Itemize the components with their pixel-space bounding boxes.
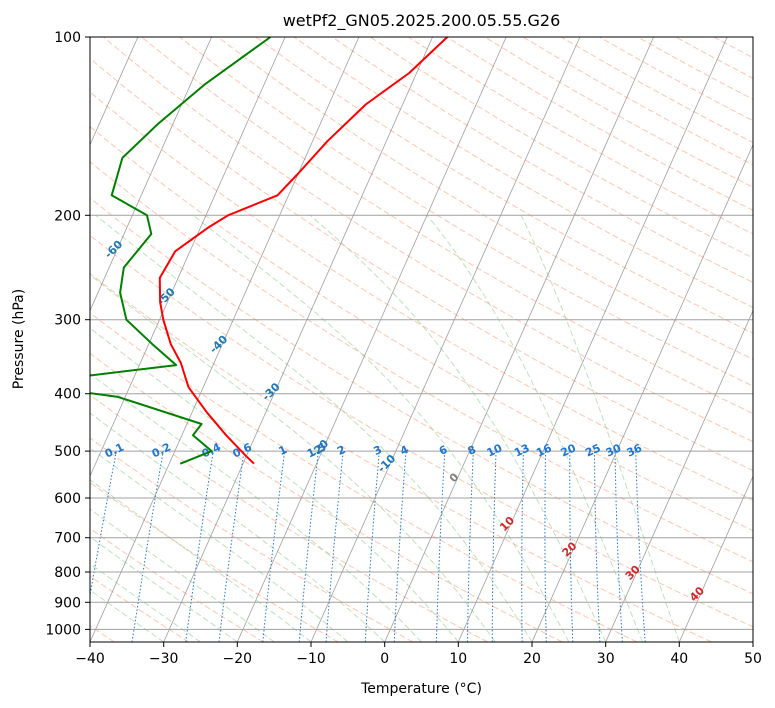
isotherm — [310, 37, 581, 642]
isotherm — [90, 37, 139, 146]
y-tick-label: 400 — [54, 387, 81, 403]
y-tick-label: 700 — [54, 531, 81, 547]
mixing-ratio-line — [521, 451, 524, 642]
y-tick-label: 900 — [54, 595, 81, 611]
x-tick-label: −40 — [75, 651, 105, 667]
dry-adiabat — [332, 37, 753, 283]
x-axis-ticks: −40 −30 −20 −10 0 10 20 30 40 50 — [75, 642, 762, 667]
mixing-ratio-line — [325, 451, 344, 642]
x-tick-label: 10 — [449, 651, 467, 667]
x-tick-label: −20 — [223, 651, 253, 667]
chart-title: wetPf2_GN05.2025.200.05.55.G26 — [283, 11, 561, 31]
x-tick-label: 50 — [744, 651, 762, 667]
moist-adiabat — [90, 589, 164, 642]
isotherm — [531, 143, 753, 642]
mixing-ratio-line — [467, 451, 474, 642]
mixing-ratio-line — [393, 451, 407, 642]
isotherm — [90, 37, 286, 478]
x-tick-label: 40 — [670, 651, 688, 667]
x-tick-label: 20 — [523, 651, 541, 667]
mixing-ratio-line — [614, 451, 623, 642]
dewpoint-trace — [90, 37, 272, 465]
isotherm — [605, 309, 753, 642]
y-axis-title: Pressure (hPa) — [11, 289, 27, 389]
dry-adiabat — [179, 37, 753, 387]
moist-adiabat — [520, 215, 680, 642]
isotherm — [90, 37, 360, 642]
isotherm — [384, 37, 654, 642]
x-axis-title: Temperature (°C) — [360, 681, 482, 697]
dry-adiabat — [141, 37, 753, 415]
temperature-trace — [158, 37, 448, 465]
mixing-ratio-line — [435, 451, 446, 642]
y-tick-label: 600 — [54, 491, 81, 507]
mixing-ratio-line — [544, 451, 547, 642]
y-axis-ticks: 1000 900 800 700 600 500 400 300 200 100 — [45, 30, 90, 638]
dry-adiabat — [217, 37, 753, 360]
y-tick-label: 500 — [54, 444, 81, 460]
moist-adiabats — [90, 214, 680, 642]
x-tick-label: 30 — [597, 651, 615, 667]
x-tick-label: −30 — [149, 651, 179, 667]
moist-adiabat — [90, 447, 349, 642]
moist-adiabat — [192, 214, 570, 642]
dry-adiabat — [90, 161, 753, 563]
moist-adiabat — [90, 563, 201, 642]
y-tick-label: 100 — [54, 30, 81, 46]
mixing-ratio-label: 36 — [625, 441, 645, 459]
mixing-ratio-label: 30 — [604, 441, 624, 459]
dry-adiabat — [90, 272, 712, 642]
isotherms — [90, 37, 753, 642]
moist-adiabat — [95, 214, 533, 642]
isotherm — [457, 37, 728, 642]
moist-adiabat — [90, 508, 275, 642]
dry-adiabat — [90, 125, 753, 532]
y-tick-label: 1000 — [45, 622, 81, 638]
moist-adiabat — [90, 536, 238, 642]
isotherm — [236, 37, 507, 642]
y-tick-label: 200 — [54, 208, 81, 224]
isotherm — [678, 475, 753, 642]
mixing-ratio-label: 10 — [485, 441, 505, 459]
dry-adiabat — [90, 57, 753, 472]
moist-adiabat — [90, 327, 459, 642]
plot-frame — [89, 36, 754, 643]
mixing-ratio-label: 25 — [583, 441, 602, 459]
dry-adiabat — [90, 352, 563, 642]
mixing-ratio-label: 13 — [512, 441, 531, 459]
moist-adiabat — [90, 372, 422, 642]
dry-adiabat — [102, 37, 753, 443]
mixing-ratio-label: 16 — [534, 441, 554, 459]
moist-adiabat — [90, 479, 312, 642]
sounding-traces — [90, 37, 448, 465]
dry-adiabat — [90, 234, 753, 628]
mixing-ratio-line — [569, 451, 574, 642]
dry-adiabat — [255, 37, 753, 334]
moist-adiabat — [426, 214, 643, 642]
moist-adiabat — [90, 274, 496, 642]
dry-adiabat — [90, 575, 190, 642]
dry-adiabat — [90, 312, 638, 642]
isotherm — [90, 37, 212, 312]
mixing-ratio-line — [594, 451, 601, 642]
y-tick-label: 300 — [54, 313, 81, 329]
dry-adiabats — [90, 37, 753, 642]
dry-adiabat — [90, 394, 488, 642]
x-tick-label: −10 — [296, 651, 326, 667]
moist-adiabat — [309, 214, 607, 642]
dry-adiabat — [293, 37, 753, 309]
plot-area: 0.10.20.40.611.52346810131620253036-100-… — [90, 37, 753, 642]
y-tick-label: 800 — [54, 565, 81, 581]
moist-adiabat — [90, 412, 386, 642]
mixing-ratio-line — [364, 451, 380, 642]
isobars — [90, 37, 753, 630]
dry-adiabat — [90, 91, 753, 501]
x-tick-label: 0 — [380, 651, 389, 667]
mixing-ratio-label: 20 — [559, 441, 579, 459]
mixing-ratio-line — [298, 451, 319, 642]
isotherm — [163, 37, 433, 642]
